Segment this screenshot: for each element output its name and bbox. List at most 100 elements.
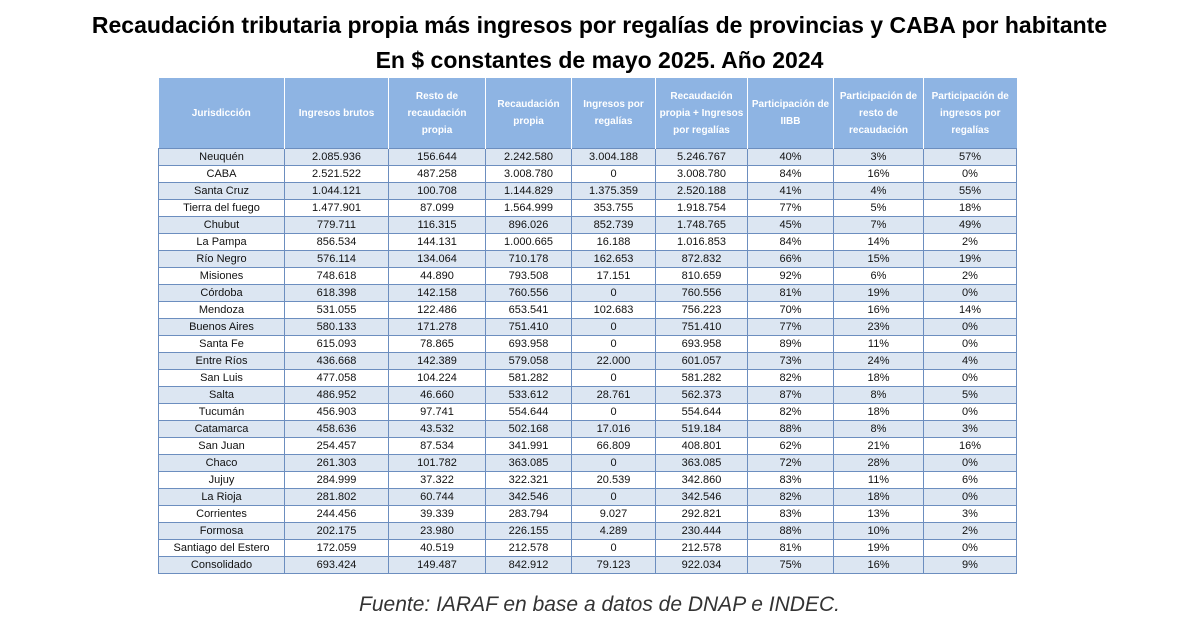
table-cell: 244.456 [285, 506, 389, 523]
table-cell: 487.258 [389, 166, 486, 183]
table-cell: 852.739 [572, 217, 656, 234]
table-cell: 75% [748, 557, 834, 574]
table-cell: 142.389 [389, 353, 486, 370]
jurisdiction-cell: San Juan [159, 438, 285, 455]
table-row: Río Negro 576.114 134.064 710.178 162.653 872… [159, 251, 1017, 268]
table-cell: 40.519 [389, 540, 486, 557]
jurisdiction-cell: Entre Ríos [159, 353, 285, 370]
table-cell: 45% [748, 217, 834, 234]
column-header: Participación de ingresos por regalías [924, 78, 1017, 149]
table-cell: 353.755 [572, 200, 656, 217]
table-cell: 477.058 [285, 370, 389, 387]
table-cell: 1.016.853 [656, 234, 748, 251]
table-cell: 615.093 [285, 336, 389, 353]
column-header: Recaudación propia + Ingresos por regalí… [656, 78, 748, 149]
jurisdiction-cell: Consolidado [159, 557, 285, 574]
jurisdiction-cell: Catamarca [159, 421, 285, 438]
table-cell: 576.114 [285, 251, 389, 268]
table-cell: 751.410 [486, 319, 572, 336]
table-cell: 84% [748, 234, 834, 251]
table-cell: 49% [924, 217, 1017, 234]
table-cell: 618.398 [285, 285, 389, 302]
table-cell: 751.410 [656, 319, 748, 336]
table-cell: 8% [834, 421, 924, 438]
table-row: La Rioja 281.802 60.744 342.546 0 342.546 82% 1… [159, 489, 1017, 506]
table-cell: 57% [924, 149, 1017, 166]
table-cell: 281.802 [285, 489, 389, 506]
table-cell: 4% [924, 353, 1017, 370]
table-cell: 0% [924, 540, 1017, 557]
table-cell: 16% [834, 557, 924, 574]
table-cell: 1.044.121 [285, 183, 389, 200]
column-header: Participación de IIBB [748, 78, 834, 149]
table-row: Chaco 261.303 101.782 363.085 0 363.085 72% 28%… [159, 455, 1017, 472]
table-cell: 342.546 [486, 489, 572, 506]
table-cell: 1.000.665 [486, 234, 572, 251]
table-cell: 17.016 [572, 421, 656, 438]
table-cell: 872.832 [656, 251, 748, 268]
table-row: Salta 486.952 46.660 533.612 28.761 562.373 87… [159, 387, 1017, 404]
table-cell: 653.541 [486, 302, 572, 319]
page-subtitle: En $ constantes de mayo 2025. Año 2024 [0, 45, 1199, 75]
table-cell: 0% [924, 319, 1017, 336]
jurisdiction-cell: Chubut [159, 217, 285, 234]
table-cell: 22.000 [572, 353, 656, 370]
table-cell: 230.444 [656, 523, 748, 540]
table-row: Formosa 202.175 23.980 226.155 4.289 230.444 8… [159, 523, 1017, 540]
table-cell: 84% [748, 166, 834, 183]
table-cell: 562.373 [656, 387, 748, 404]
table-row: Tucumán 456.903 97.741 554.644 0 554.644 82% 18… [159, 404, 1017, 421]
table-cell: 82% [748, 489, 834, 506]
table-cell: 456.903 [285, 404, 389, 421]
table-cell: 760.556 [656, 285, 748, 302]
table-cell: 116.315 [389, 217, 486, 234]
table-cell: 0% [924, 336, 1017, 353]
table-row: San Juan 254.457 87.534 341.991 66.809 408.80… [159, 438, 1017, 455]
table-cell: 66.809 [572, 438, 656, 455]
table-cell: 134.064 [389, 251, 486, 268]
table-cell: 70% [748, 302, 834, 319]
table-header-row: Jurisdicción Ingresos brutos Resto de reca… [159, 78, 1017, 149]
table-cell: 17.151 [572, 268, 656, 285]
table-cell: 6% [834, 268, 924, 285]
table-row: Santa Cruz 1.044.121 100.708 1.144.829 1.375… [159, 183, 1017, 200]
jurisdiction-cell: Santa Fe [159, 336, 285, 353]
table-cell: 2% [924, 523, 1017, 540]
table-row: Chubut 779.711 116.315 896.026 852.739 1.748.… [159, 217, 1017, 234]
jurisdiction-cell: Córdoba [159, 285, 285, 302]
table-cell: 23% [834, 319, 924, 336]
table-cell: 60.744 [389, 489, 486, 506]
table-cell: 0% [924, 489, 1017, 506]
table-cell: 693.958 [486, 336, 572, 353]
table-cell: 0% [924, 166, 1017, 183]
table-cell: 78.865 [389, 336, 486, 353]
table-cell: 0 [572, 404, 656, 421]
jurisdiction-cell: Río Negro [159, 251, 285, 268]
table-cell: 82% [748, 370, 834, 387]
column-header: Ingresos por regalías [572, 78, 656, 149]
table-cell: 531.055 [285, 302, 389, 319]
jurisdiction-cell: Neuquén [159, 149, 285, 166]
jurisdiction-cell: Santiago del Estero [159, 540, 285, 557]
table-cell: 62% [748, 438, 834, 455]
table-cell: 710.178 [486, 251, 572, 268]
table-cell: 212.578 [656, 540, 748, 557]
table-cell: 66% [748, 251, 834, 268]
table-cell: 261.303 [285, 455, 389, 472]
table-cell: 44.890 [389, 268, 486, 285]
jurisdiction-cell: Formosa [159, 523, 285, 540]
table-cell: 2% [924, 268, 1017, 285]
table-row: Catamarca 458.636 43.532 502.168 17.016 519.1… [159, 421, 1017, 438]
jurisdiction-cell: Santa Cruz [159, 183, 285, 200]
table-cell: 72% [748, 455, 834, 472]
table-cell: 486.952 [285, 387, 389, 404]
table-cell: 1.918.754 [656, 200, 748, 217]
table-cell: 156.644 [389, 149, 486, 166]
table-row: Buenos Aires 580.133 171.278 751.410 0 751.41… [159, 319, 1017, 336]
table-cell: 19% [924, 251, 1017, 268]
table-cell: 341.991 [486, 438, 572, 455]
table-cell: 101.782 [389, 455, 486, 472]
table-cell: 81% [748, 285, 834, 302]
table-cell: 0% [924, 404, 1017, 421]
table-cell: 342.546 [656, 489, 748, 506]
